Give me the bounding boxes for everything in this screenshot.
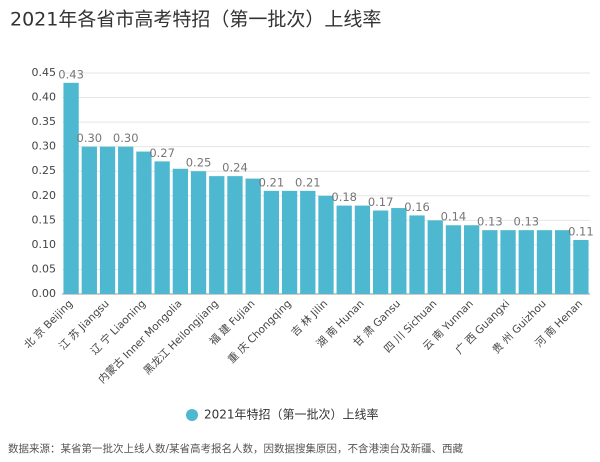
legend-label: 2021年特招（第一批次）上线率 [204,407,379,422]
y-tick-label: 0.45 [32,66,57,79]
chart-title: 2021年各省市高考特招（第一批次）上线率 [10,9,381,31]
data-label: 0.30 [113,131,139,145]
y-tick-label: 0.05 [32,262,57,275]
data-label: 0.27 [149,146,175,160]
data-label: 0.13 [513,215,539,229]
y-tick-label: 0.15 [32,213,57,226]
bar [482,230,498,294]
y-tick-label: 0.10 [32,238,57,251]
data-label: 0.25 [186,156,212,170]
bar [409,215,425,294]
bar [190,171,207,294]
source-note: 数据来源：某省第一批次上线人数/某省高考报名人数，因数据搜集原因，不含港澳台及新… [8,442,464,455]
bar [227,176,243,294]
bar [500,230,516,294]
legend-swatch [186,409,198,421]
bar [445,225,462,294]
data-label: 0.14 [441,210,467,224]
bar [391,208,407,294]
data-label: 0.43 [58,67,84,81]
bar [63,82,79,294]
x-tick-label: 重 庆 Chongqing [225,297,294,366]
bar [372,210,389,294]
y-tick-label: 0.40 [32,91,57,104]
data-label: 0.21 [259,175,285,189]
data-label: 0.17 [368,195,394,209]
data-label: 0.11 [568,224,594,238]
bar [464,225,480,294]
y-tick-label: 0.35 [32,115,57,128]
bar [154,161,170,294]
y-tick-label: 0.20 [32,189,57,202]
y-tick-label: 0.00 [32,287,57,300]
bar [263,190,280,294]
bar [245,178,261,294]
bar [518,230,534,294]
data-label: 0.18 [331,190,357,204]
bar [136,151,152,294]
bar [555,230,571,294]
bar [536,230,553,294]
data-label: 0.13 [477,215,503,229]
bar [300,190,316,294]
bar [318,195,334,294]
data-label: 0.30 [77,131,103,145]
bar [172,168,188,294]
bar [573,239,589,294]
bar [209,176,225,294]
bar [336,205,352,294]
y-tick-label: 0.25 [32,164,57,177]
bar [99,146,116,294]
data-label: 0.21 [295,175,321,189]
data-label: 0.24 [222,161,248,175]
data-label: 0.16 [404,200,430,214]
bar [281,190,298,294]
y-tick-label: 0.30 [32,140,57,153]
bar [427,220,443,294]
bar [81,146,97,294]
bar [354,205,371,294]
bar [118,146,134,294]
